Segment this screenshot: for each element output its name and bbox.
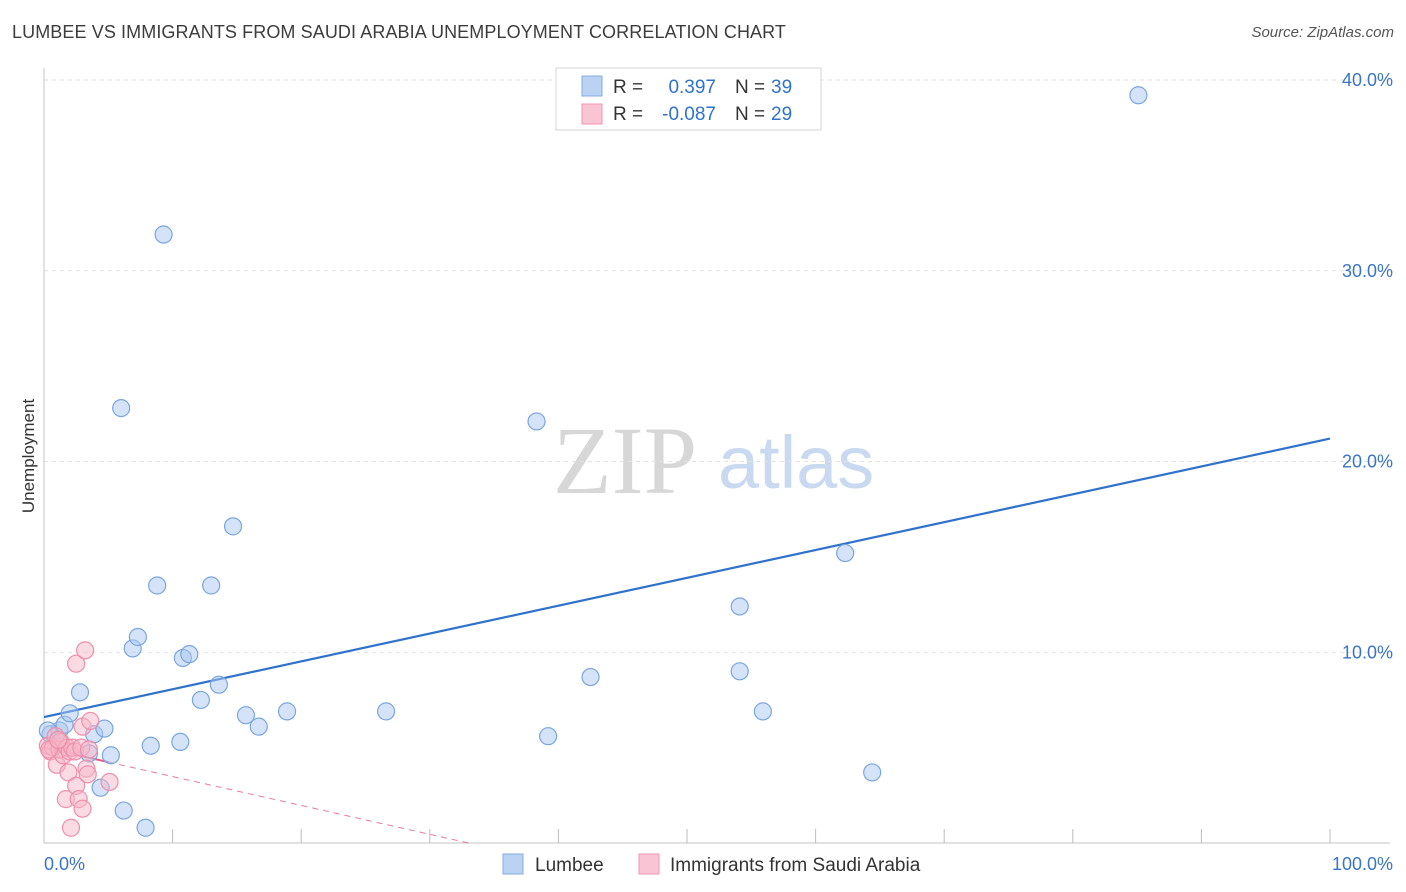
saudi-point-21 xyxy=(76,641,95,660)
legend-r-label-2: R = xyxy=(613,104,643,125)
x-axis-ticks xyxy=(172,829,1331,843)
lumbee-point-31 xyxy=(581,667,600,687)
lumbee-point-4 xyxy=(70,683,90,702)
lumbee-point-24 xyxy=(223,517,243,536)
trend-line-saudi-dashed xyxy=(108,761,469,844)
x-tick-label-max: 100.0% xyxy=(1332,854,1393,874)
lumbee-point-21 xyxy=(191,690,210,710)
lumbee-point-17 xyxy=(154,225,173,244)
legend-n-label-2: N = xyxy=(735,104,765,125)
lumbee-point-9 xyxy=(101,746,120,765)
saudi-point-26 xyxy=(100,772,119,792)
lumbee-point-30 xyxy=(539,727,558,746)
lumbee-point-35 xyxy=(836,543,855,563)
series-legend: Lumbee Immigrants from Saudi Arabia xyxy=(502,853,921,876)
legend-r-label-1: R = xyxy=(613,77,643,98)
lumbee-point-28 xyxy=(376,702,396,721)
data-points xyxy=(38,86,1148,837)
lumbee-point-20 xyxy=(180,645,199,664)
lumbee-point-23 xyxy=(209,675,228,694)
series-legend-label-lumbee: Lumbee xyxy=(535,855,604,876)
saudi-point-24 xyxy=(79,740,99,759)
y-axis-tick-labels: 10.0% 20.0% 30.0% 40.0% xyxy=(1342,70,1393,662)
lumbee-point-18 xyxy=(171,732,190,752)
lumbee-point-15 xyxy=(141,736,160,755)
legend-n-value-2: 29 xyxy=(771,104,792,125)
gridlines xyxy=(44,79,1390,653)
y-tick-label-10: 10.0% xyxy=(1342,642,1393,662)
y-tick-label-30: 30.0% xyxy=(1342,261,1393,281)
lumbee-point-27 xyxy=(277,702,297,721)
saudi-point-25 xyxy=(81,711,100,731)
y-tick-label-40: 40.0% xyxy=(1342,70,1393,90)
legend-n-label-1: N = xyxy=(735,77,765,98)
lumbee-point-22 xyxy=(202,576,221,595)
lumbee-point-8 xyxy=(95,719,114,738)
legend-n-value-1: 39 xyxy=(771,77,792,98)
lumbee-point-3 xyxy=(60,704,79,723)
source-label: Source: ZipAtlas.com xyxy=(1251,24,1394,41)
saudi-point-10 xyxy=(59,763,78,782)
saudi-point-28 xyxy=(49,730,68,750)
lumbee-point-33 xyxy=(730,662,749,681)
lumbee-point-37 xyxy=(1129,86,1148,105)
legend-swatch-lumbee xyxy=(581,75,603,97)
lumbee-point-32 xyxy=(730,597,749,616)
saudi-point-23 xyxy=(78,765,97,784)
lumbee-point-14 xyxy=(136,818,155,837)
lumbee-point-16 xyxy=(148,576,167,595)
lumbee-point-25 xyxy=(236,706,256,725)
y-tick-label-20: 20.0% xyxy=(1342,452,1393,472)
x-tick-label-min: 0.0% xyxy=(44,854,85,874)
series-legend-label-saudi: Immigrants from Saudi Arabia xyxy=(670,855,921,876)
chart-title: LUMBEE VS IMMIGRANTS FROM SAUDI ARABIA U… xyxy=(12,22,787,42)
lumbee-point-10 xyxy=(112,398,131,418)
saudi-point-12 xyxy=(61,818,81,837)
lumbee-point-29 xyxy=(527,412,546,431)
series-legend-swatch-saudi xyxy=(638,853,660,875)
lumbee-point-11 xyxy=(114,801,133,820)
watermark-atlas: atlas xyxy=(718,421,874,504)
lumbee-point-34 xyxy=(753,702,772,721)
stats-legend: R = 0.397 N = 39 R = -0.087 N = 29 xyxy=(555,67,822,131)
legend-r-value-2: -0.087 xyxy=(662,104,716,125)
axes xyxy=(43,68,1390,844)
lumbee-point-13 xyxy=(128,627,147,647)
series-legend-swatch-lumbee xyxy=(502,853,524,875)
saudi-point-16 xyxy=(67,654,86,673)
trend-line-lumbee xyxy=(43,437,1331,719)
watermark-zip: ZIP xyxy=(553,407,697,514)
saudi-point-20 xyxy=(73,799,92,818)
legend-r-value-1: 0.397 xyxy=(668,77,716,98)
lumbee-point-26 xyxy=(249,717,268,736)
lumbee-point-36 xyxy=(863,763,882,782)
y-axis-title: Unemployment xyxy=(19,399,38,514)
legend-swatch-saudi xyxy=(581,103,603,125)
